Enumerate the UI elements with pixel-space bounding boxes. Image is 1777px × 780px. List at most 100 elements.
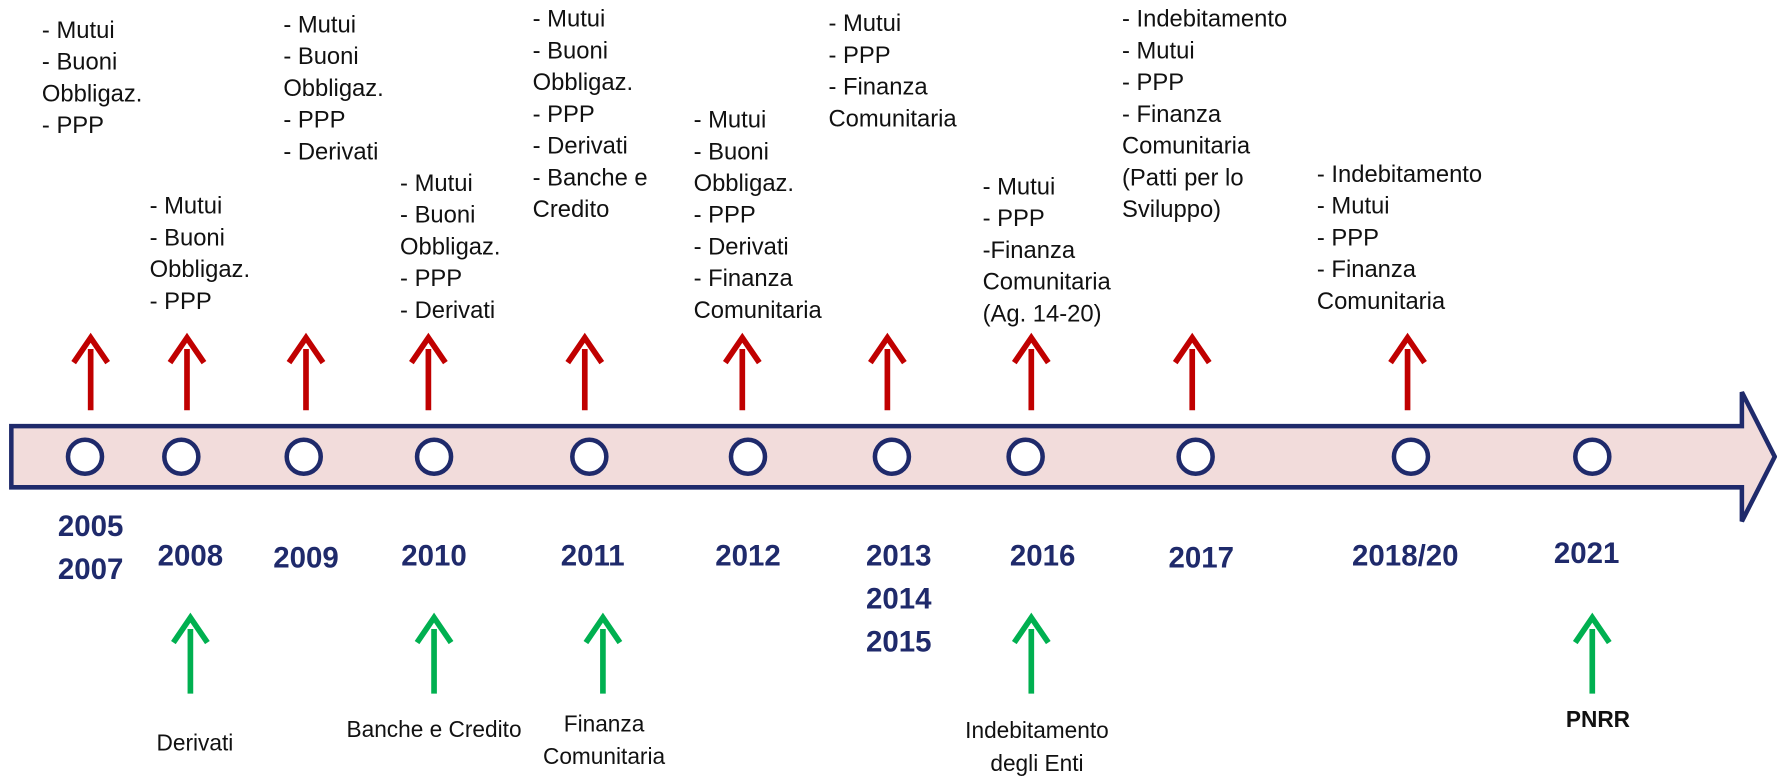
year-label: 2012: [715, 539, 781, 572]
milestone-dot: [284, 437, 323, 476]
year-label: 2016: [1010, 539, 1076, 572]
item-label: - Finanza: [828, 74, 928, 101]
year-label: 2007: [58, 553, 124, 586]
item-label: - Derivati: [533, 133, 628, 160]
item-label: - Indebitamento: [1317, 161, 1482, 188]
item-label: - Mutui: [828, 10, 901, 37]
milestone-dot: [414, 437, 454, 476]
year-label: 2015: [866, 625, 932, 658]
item-label: Obbligaz.: [694, 170, 794, 197]
timeline-layer: 2005 2007 - Mutui - Buoni Obbligaz. - PPP 2008…: [9, 6, 1777, 776]
item-label: - PPP: [983, 205, 1045, 232]
milestone-dot: [1573, 437, 1612, 476]
milestone-dot: [65, 437, 105, 476]
milestone-dot: [162, 437, 201, 476]
item-label: - Buoni: [533, 37, 608, 64]
milestone-dot: [1176, 437, 1215, 476]
item-label: - Buoni: [150, 224, 225, 251]
red-arrow-head: [286, 332, 326, 365]
item-label: Comunitaria: [1317, 288, 1446, 315]
note-label: Banche e Credito: [347, 716, 522, 742]
year-label: 2017: [1169, 542, 1235, 575]
year-label: 2013: [866, 539, 932, 572]
year-label: 2021: [1554, 537, 1620, 570]
item-label: - Buoni: [400, 202, 475, 229]
item-label: -Finanza: [983, 237, 1076, 264]
item-label: - Finanza: [1317, 256, 1417, 283]
item-label: Comunitaria: [983, 269, 1112, 296]
item-label: - PPP: [533, 101, 595, 128]
item-label: Comunitaria: [1122, 133, 1251, 160]
year-label: 2018/20: [1352, 539, 1458, 572]
item-label: - Finanza: [694, 265, 794, 292]
item-label: - PPP: [400, 265, 462, 292]
item-label: Comunitaria: [828, 105, 957, 132]
year-label: 2011: [561, 539, 625, 572]
item-label: - Mutui: [694, 107, 767, 134]
item-label: - PPP: [1122, 69, 1184, 96]
item-label: Obbligaz.: [150, 256, 250, 283]
green-arrow-head: [583, 612, 623, 645]
item-label: Sviluppo): [1122, 196, 1221, 223]
green-arrow-head: [1011, 612, 1051, 645]
year-label: 2014: [866, 582, 932, 615]
note-label: Indebitamento: [965, 717, 1109, 743]
red-arrow-head: [1172, 332, 1212, 365]
note-label: Finanza: [564, 710, 645, 736]
red-arrow-head: [565, 332, 605, 365]
milestone-dot: [728, 437, 768, 476]
item-label: - Mutui: [42, 17, 115, 44]
note-label: Derivati: [157, 730, 234, 756]
milestone-dot: [1006, 437, 1045, 476]
note-label: Comunitaria: [543, 743, 666, 769]
red-arrow-head: [1011, 332, 1051, 365]
item-label: - Mutui: [400, 170, 473, 197]
red-arrow-head: [71, 332, 111, 365]
item-label: - Buoni: [283, 43, 358, 70]
milestone-dot: [1391, 437, 1431, 476]
item-label: - Derivati: [694, 233, 789, 260]
item-label: - Mutui: [983, 173, 1056, 200]
milestone-dot: [570, 437, 609, 476]
item-label: Credito: [533, 196, 610, 223]
note-label: degli Enti: [990, 750, 1083, 776]
red-arrow-head: [868, 332, 907, 365]
green-arrow-head: [414, 612, 454, 645]
item-label: - PPP: [42, 112, 104, 139]
item-label: Obbligaz.: [283, 75, 383, 102]
item-label: - Buoni: [694, 138, 769, 165]
item-label: - Derivati: [400, 297, 495, 324]
item-label: Obbligaz.: [400, 233, 500, 260]
item-label: - Indebitamento: [1122, 6, 1287, 33]
green-arrow-head: [1572, 612, 1612, 645]
item-label: - Banche e: [533, 164, 648, 191]
item-label: - Finanza: [1122, 101, 1222, 128]
item-label: Comunitaria: [694, 297, 823, 324]
item-label: - Mutui: [1317, 193, 1390, 220]
item-label: - Derivati: [283, 138, 378, 165]
item-label: (Patti per lo: [1122, 164, 1244, 191]
note-label: PNRR: [1566, 706, 1630, 732]
item-label: - Mutui: [283, 11, 356, 38]
item-label: - PPP: [1317, 224, 1379, 251]
item-label: - PPP: [694, 202, 756, 229]
year-label: 2010: [401, 539, 467, 572]
red-arrow-head: [722, 332, 762, 365]
item-label: - Mutui: [533, 6, 606, 33]
item-label: Obbligaz.: [42, 80, 142, 107]
year-label: 2008: [158, 539, 224, 572]
item-label: Obbligaz.: [533, 69, 633, 96]
item-label: (Ag. 14-20): [983, 300, 1102, 327]
item-label: - PPP: [150, 288, 212, 315]
year-label: 2005: [58, 510, 124, 543]
red-arrow-head: [167, 332, 207, 365]
red-arrow-head: [1388, 332, 1427, 365]
year-label: 2009: [273, 542, 339, 575]
green-arrow-head: [171, 612, 210, 645]
red-arrow-head: [409, 332, 448, 365]
item-label: - Mutui: [150, 193, 223, 220]
item-label: - Buoni: [42, 49, 117, 76]
item-label: - PPP: [283, 107, 345, 134]
milestone-dot: [872, 437, 912, 476]
